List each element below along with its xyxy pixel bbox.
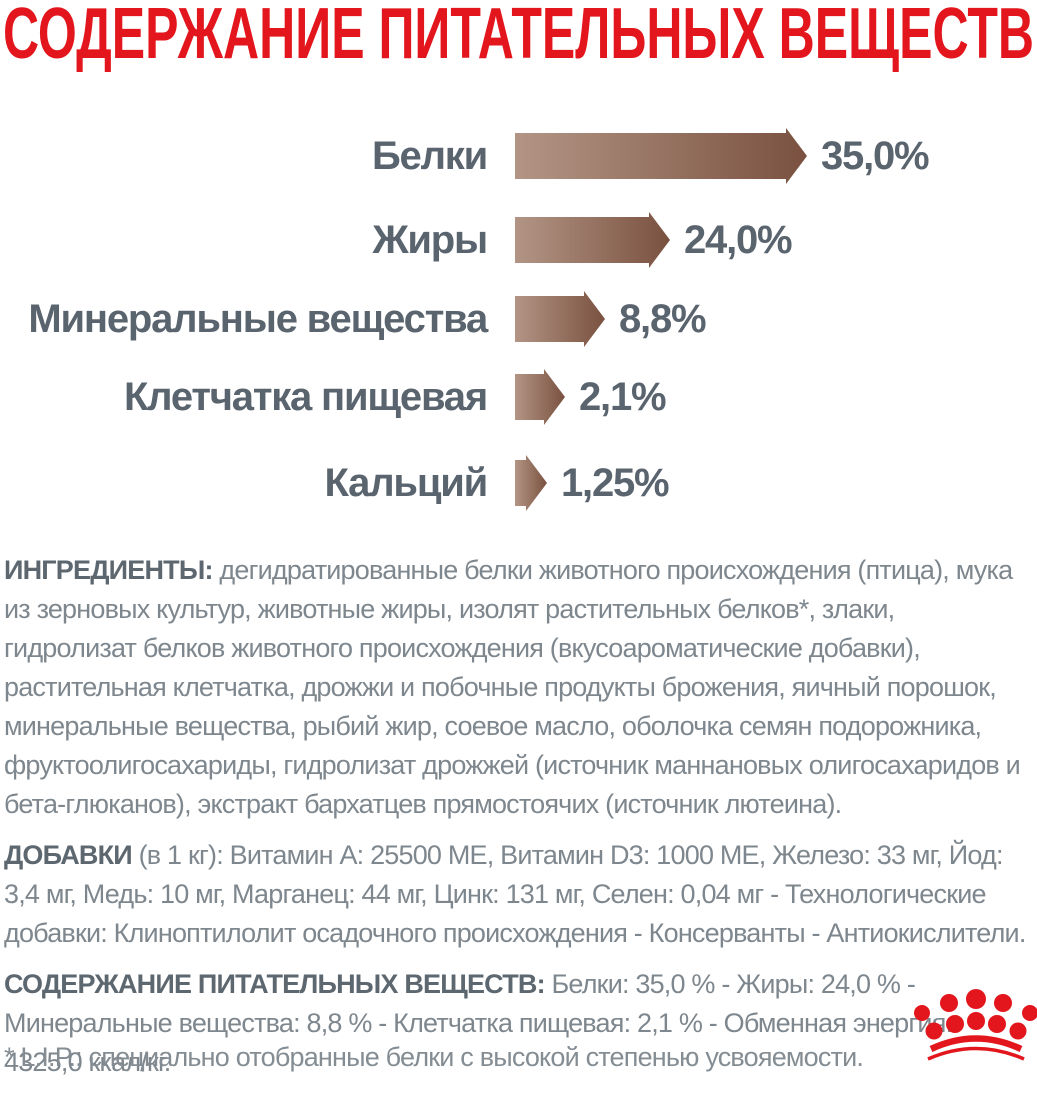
chart-row: Белки 35,0% — [0, 128, 930, 184]
chart-bar-arrow — [515, 212, 670, 268]
ingredients-paragraph: ИНГРЕДИЕНТЫ: дегидратированные белки жив… — [4, 551, 1031, 824]
page-title: СОДЕРЖАНИЕ ПИТАТЕЛЬНЫХ ВЕЩЕСТВ — [3, 0, 1034, 72]
chart-label: Минеральные вещества — [28, 296, 488, 341]
additives-paragraph: ДОБАВКИ (в 1 кг): Витамин А: 25500 МЕ, В… — [4, 836, 1031, 953]
chart-label: Жиры — [372, 217, 488, 262]
paragraph-segment: Витамин А: 25500 МЕ, Витамин D3: 1000 МЕ… — [4, 840, 1026, 948]
chart-value: 35,0% — [821, 133, 930, 178]
paragraph-segment: ДОБАВКИ — [4, 840, 139, 870]
chart-row: Минеральные вещества 8,8% — [0, 291, 707, 347]
nutrition-summary-paragraph: СОДЕРЖАНИЕ ПИТАТЕЛЬНЫХ ВЕЩЕСТВ: Белки: 3… — [4, 965, 1031, 1082]
chart-bar-arrow — [515, 291, 605, 347]
paragraph-segment: дегидратированные белки животного происх… — [4, 555, 1021, 819]
chart-row: Клетчатка пищевая 2,1% — [0, 369, 667, 425]
info-text-block: ИНГРЕДИЕНТЫ: дегидратированные белки жив… — [4, 551, 1031, 1094]
paragraph-segment: ИНГРЕДИЕНТЫ: — [4, 555, 220, 585]
chart-value: 24,0% — [684, 217, 793, 262]
chart-label: Кальций — [324, 460, 488, 505]
chart-bar-arrow — [515, 128, 807, 184]
paragraph-segment: Белки: 35,0 % - Жиры: 24,0 % - Минеральн… — [4, 969, 953, 1077]
chart-label: Белки — [371, 133, 488, 178]
royal-canin-crown-icon — [914, 989, 1037, 1061]
lip-footnote: * L.I.P.: специально отобранные белки с … — [4, 1042, 864, 1072]
paragraph-segment: (в 1 кг): — [138, 840, 230, 870]
chart-label: Клетчатка пищевая — [123, 374, 488, 419]
chart-bar-arrow — [515, 369, 565, 425]
chart-value: 8,8% — [619, 296, 707, 341]
chart-row: Жиры 24,0% — [0, 212, 793, 268]
paragraph-segment: СОДЕРЖАНИЕ ПИТАТЕЛЬНЫХ ВЕЩЕСТВ: — [4, 969, 552, 999]
chart-value: 1,25% — [561, 460, 670, 505]
chart-row: Кальций 1,25% — [0, 455, 670, 511]
page-title-text: СОДЕРЖАНИЕ ПИТАТЕЛЬНЫХ ВЕЩЕСТВ — [3, 0, 1034, 72]
chart-bar-arrow — [515, 455, 547, 511]
chart-value: 2,1% — [579, 374, 667, 419]
